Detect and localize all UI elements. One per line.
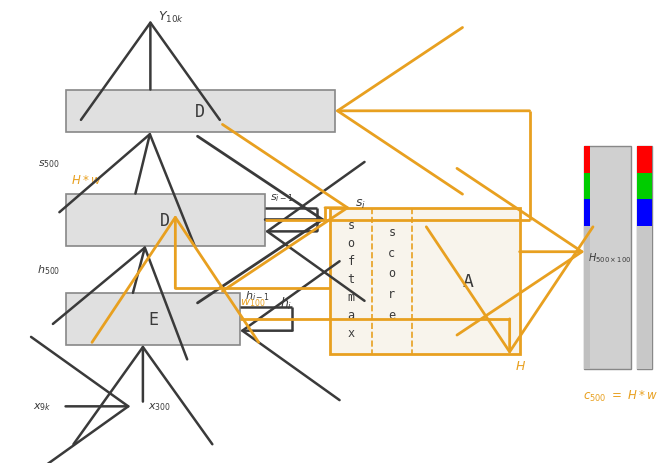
Text: $s_{i-1}$: $s_{i-1}$ bbox=[270, 192, 294, 204]
Text: o: o bbox=[388, 267, 395, 280]
Bar bbox=[585, 147, 591, 173]
Text: $s_{500}$: $s_{500}$ bbox=[38, 157, 60, 169]
Text: e: e bbox=[388, 308, 395, 321]
Text: A: A bbox=[462, 272, 473, 290]
Text: f: f bbox=[347, 255, 355, 268]
Text: $c_{500}\ =\ H*w$: $c_{500}\ =\ H*w$ bbox=[583, 388, 658, 403]
Bar bbox=[637, 147, 653, 369]
Text: $s_i$: $s_i$ bbox=[355, 198, 366, 211]
Text: m: m bbox=[347, 290, 355, 303]
Text: $h_{500}$: $h_{500}$ bbox=[37, 263, 60, 276]
Text: c: c bbox=[388, 246, 395, 259]
Bar bbox=[637, 147, 653, 173]
Text: s: s bbox=[388, 225, 395, 238]
Text: $H_{500\times100}$: $H_{500\times100}$ bbox=[588, 251, 632, 265]
Text: a: a bbox=[347, 308, 355, 321]
Bar bbox=[66, 90, 335, 133]
Text: $x_{9k}$: $x_{9k}$ bbox=[34, 400, 52, 413]
Text: o: o bbox=[347, 237, 355, 250]
Text: s: s bbox=[347, 219, 355, 232]
Bar bbox=[585, 226, 591, 369]
Bar bbox=[585, 147, 632, 369]
Text: $h_i$: $h_i$ bbox=[280, 295, 292, 312]
Bar bbox=[637, 226, 653, 369]
Bar bbox=[585, 173, 591, 200]
Text: $x_{300}$: $x_{300}$ bbox=[149, 400, 171, 413]
Text: D: D bbox=[161, 211, 171, 229]
Text: $w_{100}$: $w_{100}$ bbox=[240, 296, 265, 308]
Text: t: t bbox=[347, 273, 355, 286]
Bar bbox=[585, 200, 591, 226]
Bar bbox=[66, 293, 240, 345]
Text: r: r bbox=[388, 288, 395, 300]
Text: D: D bbox=[196, 103, 205, 120]
Text: $H$: $H$ bbox=[515, 359, 526, 372]
Bar bbox=[330, 208, 519, 355]
Bar bbox=[66, 194, 265, 246]
Bar bbox=[637, 200, 653, 226]
Text: $H*w$: $H*w$ bbox=[71, 174, 101, 187]
Bar bbox=[637, 173, 653, 200]
Text: $Y_{10k}$: $Y_{10k}$ bbox=[159, 10, 185, 25]
Text: x: x bbox=[347, 326, 355, 339]
Text: $h_{i-1}$: $h_{i-1}$ bbox=[245, 289, 270, 303]
Text: E: E bbox=[148, 310, 158, 328]
